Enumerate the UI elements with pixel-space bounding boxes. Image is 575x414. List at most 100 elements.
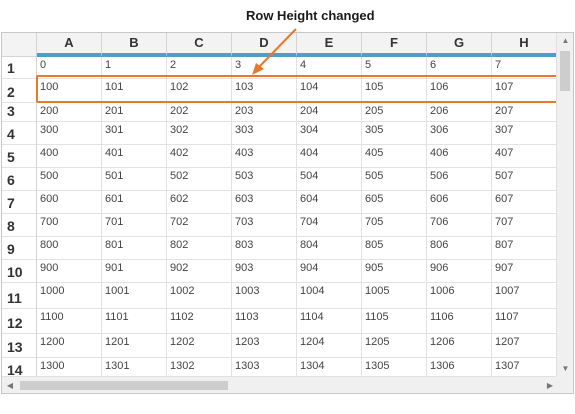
cell-c8[interactable]: 702 xyxy=(167,214,232,237)
cell-c5[interactable]: 402 xyxy=(167,145,232,168)
cell-h4[interactable]: 307 xyxy=(492,122,557,145)
cell-f1[interactable]: 5 xyxy=(362,57,427,79)
cell-g11[interactable]: 1006 xyxy=(427,283,492,309)
cell-c3[interactable]: 202 xyxy=(167,103,232,122)
row-header-11[interactable]: 11 xyxy=(2,283,37,309)
cell-g10[interactable]: 906 xyxy=(427,260,492,283)
cell-b13[interactable]: 1201 xyxy=(102,334,167,358)
cell-g7[interactable]: 606 xyxy=(427,191,492,214)
cell-g6[interactable]: 506 xyxy=(427,168,492,191)
cell-g5[interactable]: 406 xyxy=(427,145,492,168)
cell-d7[interactable]: 603 xyxy=(232,191,297,214)
cell-h8[interactable]: 707 xyxy=(492,214,557,237)
cell-h12[interactable]: 1107 xyxy=(492,309,557,334)
cell-c10[interactable]: 902 xyxy=(167,260,232,283)
column-header-d[interactable]: D xyxy=(232,33,297,57)
cell-c9[interactable]: 802 xyxy=(167,237,232,260)
vertical-scroll-thumb[interactable] xyxy=(560,51,570,91)
cell-d8[interactable]: 703 xyxy=(232,214,297,237)
cell-e7[interactable]: 604 xyxy=(297,191,362,214)
cell-a2[interactable]: 100 xyxy=(37,79,102,103)
cell-g2[interactable]: 106 xyxy=(427,79,492,103)
cell-a3[interactable]: 200 xyxy=(37,103,102,122)
cell-a10[interactable]: 900 xyxy=(37,260,102,283)
cell-e9[interactable]: 804 xyxy=(297,237,362,260)
cell-f5[interactable]: 405 xyxy=(362,145,427,168)
row-header-6[interactable]: 6 xyxy=(2,168,37,191)
cell-e5[interactable]: 404 xyxy=(297,145,362,168)
column-header-b[interactable]: B xyxy=(102,33,167,57)
cell-h1[interactable]: 7 xyxy=(492,57,557,79)
row-header-9[interactable]: 9 xyxy=(2,237,37,260)
cell-a9[interactable]: 800 xyxy=(37,237,102,260)
cell-f10[interactable]: 905 xyxy=(362,260,427,283)
cell-b10[interactable]: 901 xyxy=(102,260,167,283)
row-header-14[interactable]: 14 xyxy=(2,358,37,381)
cell-c1[interactable]: 2 xyxy=(167,57,232,79)
row-header-13[interactable]: 13 xyxy=(2,334,37,358)
row-header-4[interactable]: 4 xyxy=(2,122,37,145)
cell-f13[interactable]: 1205 xyxy=(362,334,427,358)
cell-b5[interactable]: 401 xyxy=(102,145,167,168)
horizontal-scroll-thumb[interactable] xyxy=(20,381,228,390)
row-header-3[interactable]: 3 xyxy=(2,103,37,122)
cell-e4[interactable]: 304 xyxy=(297,122,362,145)
cell-d4[interactable]: 303 xyxy=(232,122,297,145)
cell-g4[interactable]: 306 xyxy=(427,122,492,145)
cell-c7[interactable]: 602 xyxy=(167,191,232,214)
cell-b11[interactable]: 1001 xyxy=(102,283,167,309)
column-header-e[interactable]: E xyxy=(297,33,362,57)
cell-a5[interactable]: 400 xyxy=(37,145,102,168)
cell-d1[interactable]: 3 xyxy=(232,57,297,79)
cell-h9[interactable]: 807 xyxy=(492,237,557,260)
cell-g13[interactable]: 1206 xyxy=(427,334,492,358)
cell-f2[interactable]: 105 xyxy=(362,79,427,103)
cell-a4[interactable]: 300 xyxy=(37,122,102,145)
cell-h7[interactable]: 607 xyxy=(492,191,557,214)
cell-a7[interactable]: 600 xyxy=(37,191,102,214)
cell-a12[interactable]: 1100 xyxy=(37,309,102,334)
cell-d3[interactable]: 203 xyxy=(232,103,297,122)
cell-e11[interactable]: 1004 xyxy=(297,283,362,309)
cell-f9[interactable]: 805 xyxy=(362,237,427,260)
cell-d13[interactable]: 1203 xyxy=(232,334,297,358)
row-header-12[interactable]: 12 xyxy=(2,309,37,334)
cell-b9[interactable]: 801 xyxy=(102,237,167,260)
select-all-corner[interactable] xyxy=(2,33,37,57)
scroll-up-icon[interactable]: ▲ xyxy=(561,36,570,45)
cell-b1[interactable]: 1 xyxy=(102,57,167,79)
scroll-down-icon[interactable]: ▼ xyxy=(561,364,570,373)
cell-h13[interactable]: 1207 xyxy=(492,334,557,358)
cell-b8[interactable]: 701 xyxy=(102,214,167,237)
cell-c2[interactable]: 102 xyxy=(167,79,232,103)
cell-b6[interactable]: 501 xyxy=(102,168,167,191)
cell-f8[interactable]: 705 xyxy=(362,214,427,237)
cell-c13[interactable]: 1202 xyxy=(167,334,232,358)
cell-c11[interactable]: 1002 xyxy=(167,283,232,309)
cell-b7[interactable]: 601 xyxy=(102,191,167,214)
cell-g1[interactable]: 6 xyxy=(427,57,492,79)
column-header-f[interactable]: F xyxy=(362,33,427,57)
cell-f4[interactable]: 305 xyxy=(362,122,427,145)
cell-d5[interactable]: 403 xyxy=(232,145,297,168)
cell-d12[interactable]: 1103 xyxy=(232,309,297,334)
cell-e8[interactable]: 704 xyxy=(297,214,362,237)
row-header-10[interactable]: 10 xyxy=(2,260,37,283)
cell-h3[interactable]: 207 xyxy=(492,103,557,122)
cell-g3[interactable]: 206 xyxy=(427,103,492,122)
cell-h6[interactable]: 507 xyxy=(492,168,557,191)
cell-d9[interactable]: 803 xyxy=(232,237,297,260)
cell-b12[interactable]: 1101 xyxy=(102,309,167,334)
cell-a8[interactable]: 700 xyxy=(37,214,102,237)
cell-e1[interactable]: 4 xyxy=(297,57,362,79)
cell-e13[interactable]: 1204 xyxy=(297,334,362,358)
horizontal-scrollbar[interactable]: ◀ ▶ xyxy=(2,376,558,393)
scroll-left-icon[interactable]: ◀ xyxy=(6,381,14,390)
cell-b3[interactable]: 201 xyxy=(102,103,167,122)
cell-e6[interactable]: 504 xyxy=(297,168,362,191)
column-header-g[interactable]: G xyxy=(427,33,492,57)
cell-f12[interactable]: 1105 xyxy=(362,309,427,334)
row-header-8[interactable]: 8 xyxy=(2,214,37,237)
cell-e2[interactable]: 104 xyxy=(297,79,362,103)
